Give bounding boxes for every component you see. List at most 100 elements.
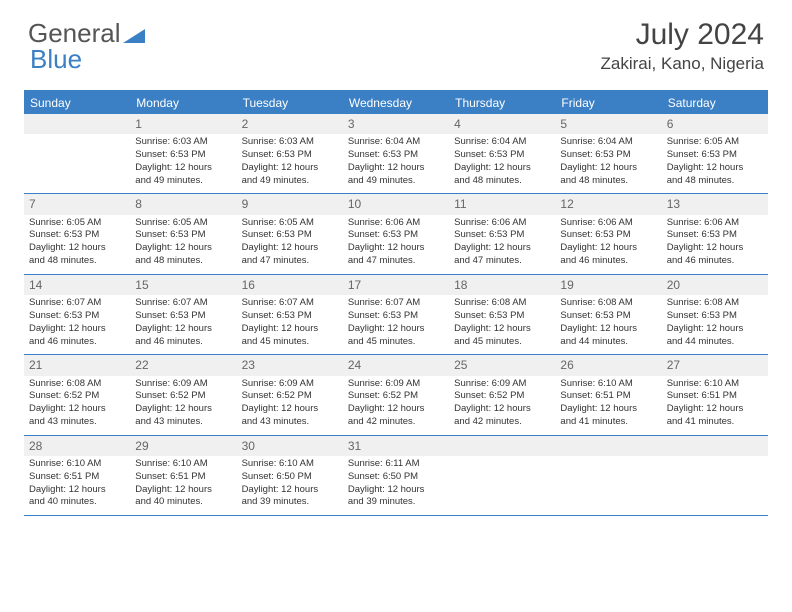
sunrise-text: Sunrise: 6:06 AM: [560, 217, 656, 230]
empty-cell: [24, 114, 130, 193]
day-number: 3: [343, 114, 449, 134]
day-number: 22: [130, 355, 236, 375]
day-cell: 24Sunrise: 6:09 AMSunset: 6:52 PMDayligh…: [343, 355, 449, 434]
sunrise-text: Sunrise: 6:09 AM: [242, 378, 338, 391]
daylight-text: Daylight: 12 hours: [454, 162, 550, 175]
sunrise-text: Sunrise: 6:09 AM: [135, 378, 231, 391]
sunset-text: Sunset: 6:53 PM: [348, 229, 444, 242]
sunrise-text: Sunrise: 6:10 AM: [135, 458, 231, 471]
daylight-text: and 46 minutes.: [667, 255, 763, 268]
daylight-text: and 46 minutes.: [29, 336, 125, 349]
day-number: 15: [130, 275, 236, 295]
day-number: 16: [237, 275, 343, 295]
day-cell: 9Sunrise: 6:05 AMSunset: 6:53 PMDaylight…: [237, 194, 343, 273]
day-cell: 28Sunrise: 6:10 AMSunset: 6:51 PMDayligh…: [24, 436, 130, 515]
sunrise-text: Sunrise: 6:10 AM: [667, 378, 763, 391]
daylight-text: and 46 minutes.: [560, 255, 656, 268]
logo-triangle-icon: [123, 25, 145, 43]
day-number: 9: [237, 194, 343, 214]
day-number: 19: [555, 275, 661, 295]
daylight-text: and 49 minutes.: [348, 175, 444, 188]
sunrise-text: Sunrise: 6:04 AM: [454, 136, 550, 149]
sunset-text: Sunset: 6:53 PM: [560, 229, 656, 242]
day-cell: 6Sunrise: 6:05 AMSunset: 6:53 PMDaylight…: [662, 114, 768, 193]
sunset-text: Sunset: 6:51 PM: [667, 390, 763, 403]
daylight-text: and 48 minutes.: [560, 175, 656, 188]
sunset-text: Sunset: 6:52 PM: [29, 390, 125, 403]
day-cell: 13Sunrise: 6:06 AMSunset: 6:53 PMDayligh…: [662, 194, 768, 273]
empty-cell: [449, 436, 555, 515]
empty-cell: [555, 436, 661, 515]
sunrise-text: Sunrise: 6:08 AM: [454, 297, 550, 310]
title-block: July 2024 Zakirai, Kano, Nigeria: [601, 18, 764, 74]
daylight-text: and 40 minutes.: [29, 496, 125, 509]
daylight-text: Daylight: 12 hours: [348, 242, 444, 255]
daylight-text: and 48 minutes.: [454, 175, 550, 188]
day-cell: 3Sunrise: 6:04 AMSunset: 6:53 PMDaylight…: [343, 114, 449, 193]
day-number: 30: [237, 436, 343, 456]
sunset-text: Sunset: 6:53 PM: [560, 149, 656, 162]
daylight-text: Daylight: 12 hours: [560, 323, 656, 336]
sunset-text: Sunset: 6:53 PM: [135, 149, 231, 162]
month-title: July 2024: [601, 18, 764, 52]
sunset-text: Sunset: 6:50 PM: [348, 471, 444, 484]
day-cell: 20Sunrise: 6:08 AMSunset: 6:53 PMDayligh…: [662, 275, 768, 354]
day-number: 11: [449, 194, 555, 214]
day-cell: 14Sunrise: 6:07 AMSunset: 6:53 PMDayligh…: [24, 275, 130, 354]
sunrise-text: Sunrise: 6:10 AM: [242, 458, 338, 471]
day-number: 5: [555, 114, 661, 134]
sunset-text: Sunset: 6:52 PM: [454, 390, 550, 403]
daylight-text: Daylight: 12 hours: [135, 403, 231, 416]
day-number-empty: [555, 436, 661, 456]
day-cell: 10Sunrise: 6:06 AMSunset: 6:53 PMDayligh…: [343, 194, 449, 273]
daylight-text: Daylight: 12 hours: [242, 242, 338, 255]
daylight-text: Daylight: 12 hours: [667, 323, 763, 336]
daylight-text: and 49 minutes.: [242, 175, 338, 188]
daylight-text: Daylight: 12 hours: [29, 403, 125, 416]
sunrise-text: Sunrise: 6:07 AM: [135, 297, 231, 310]
location: Zakirai, Kano, Nigeria: [601, 54, 764, 74]
logo-text-blue: Blue: [30, 44, 82, 75]
day-cell: 17Sunrise: 6:07 AMSunset: 6:53 PMDayligh…: [343, 275, 449, 354]
day-cell: 26Sunrise: 6:10 AMSunset: 6:51 PMDayligh…: [555, 355, 661, 434]
sunrise-text: Sunrise: 6:03 AM: [135, 136, 231, 149]
daylight-text: Daylight: 12 hours: [29, 484, 125, 497]
day-number-empty: [24, 114, 130, 134]
daylight-text: Daylight: 12 hours: [454, 403, 550, 416]
daylight-text: and 45 minutes.: [348, 336, 444, 349]
calendar: SundayMondayTuesdayWednesdayThursdayFrid…: [24, 90, 768, 516]
sunset-text: Sunset: 6:53 PM: [560, 310, 656, 323]
sunset-text: Sunset: 6:53 PM: [242, 149, 338, 162]
sunset-text: Sunset: 6:52 PM: [135, 390, 231, 403]
daylight-text: and 44 minutes.: [667, 336, 763, 349]
day-number: 28: [24, 436, 130, 456]
sunset-text: Sunset: 6:51 PM: [29, 471, 125, 484]
daylight-text: Daylight: 12 hours: [667, 403, 763, 416]
daylight-text: and 43 minutes.: [242, 416, 338, 429]
day-number: 23: [237, 355, 343, 375]
day-cell: 8Sunrise: 6:05 AMSunset: 6:53 PMDaylight…: [130, 194, 236, 273]
day-number: 2: [237, 114, 343, 134]
sunset-text: Sunset: 6:53 PM: [454, 310, 550, 323]
daylight-text: Daylight: 12 hours: [242, 484, 338, 497]
day-cell: 18Sunrise: 6:08 AMSunset: 6:53 PMDayligh…: [449, 275, 555, 354]
daylight-text: Daylight: 12 hours: [135, 323, 231, 336]
daylight-text: Daylight: 12 hours: [242, 403, 338, 416]
day-number: 1: [130, 114, 236, 134]
daylight-text: and 39 minutes.: [348, 496, 444, 509]
daylight-text: and 47 minutes.: [242, 255, 338, 268]
daylight-text: Daylight: 12 hours: [560, 403, 656, 416]
daylight-text: and 41 minutes.: [667, 416, 763, 429]
header: General July 2024 Zakirai, Kano, Nigeria: [0, 0, 792, 82]
daylight-text: Daylight: 12 hours: [560, 162, 656, 175]
day-cell: 7Sunrise: 6:05 AMSunset: 6:53 PMDaylight…: [24, 194, 130, 273]
daylight-text: Daylight: 12 hours: [454, 242, 550, 255]
daylight-text: and 42 minutes.: [348, 416, 444, 429]
day-number: 7: [24, 194, 130, 214]
day-cell: 30Sunrise: 6:10 AMSunset: 6:50 PMDayligh…: [237, 436, 343, 515]
day-cell: 4Sunrise: 6:04 AMSunset: 6:53 PMDaylight…: [449, 114, 555, 193]
daylight-text: Daylight: 12 hours: [242, 162, 338, 175]
sunrise-text: Sunrise: 6:07 AM: [242, 297, 338, 310]
sunset-text: Sunset: 6:53 PM: [348, 310, 444, 323]
sunrise-text: Sunrise: 6:09 AM: [454, 378, 550, 391]
